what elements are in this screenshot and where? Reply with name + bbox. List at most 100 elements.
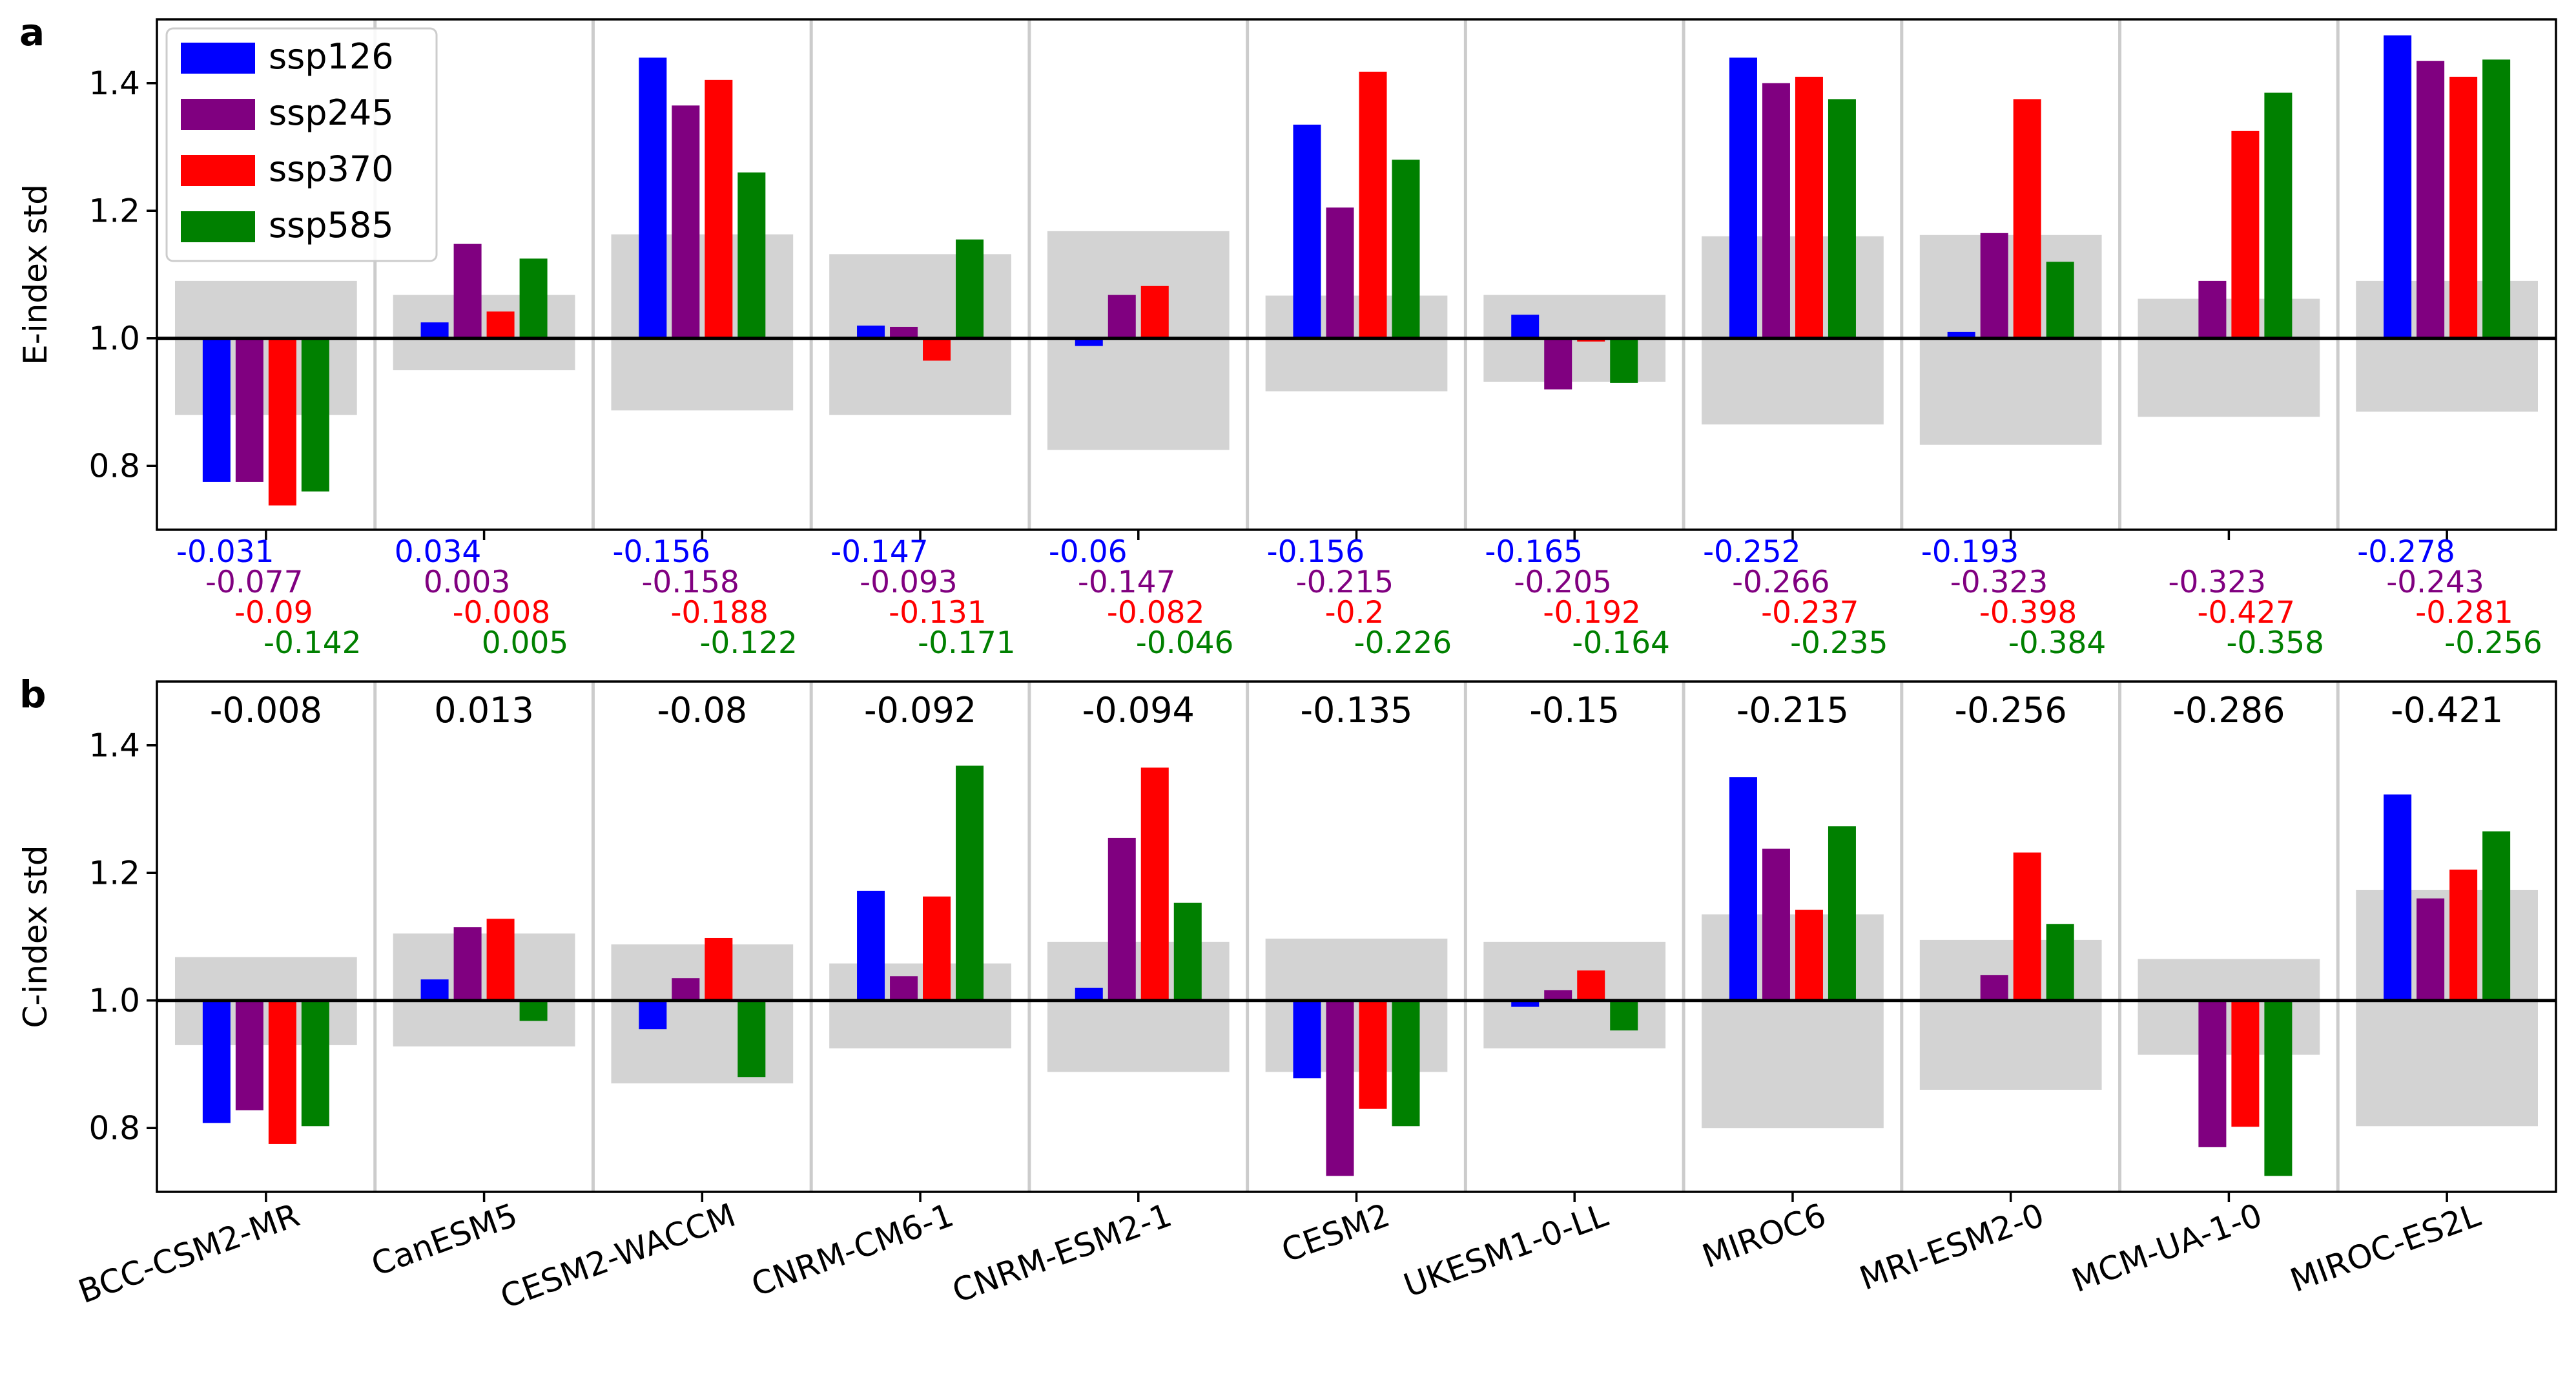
trend-label-ssp245: -0.205 bbox=[1514, 565, 1612, 600]
trend-label-ssp126: -0.193 bbox=[1921, 534, 2019, 570]
spread-band bbox=[1919, 939, 2102, 1090]
spread-band bbox=[1047, 231, 1230, 450]
trend-label-ssp370: -0.2 bbox=[1325, 595, 1385, 630]
trend-label-ssp245: -0.215 bbox=[1296, 565, 1394, 600]
trend-label-ssp245: 0.003 bbox=[424, 565, 511, 600]
y-tick-label: 0.8 bbox=[88, 447, 140, 484]
trend-label-ssp245: -0.093 bbox=[860, 565, 958, 600]
bar-ssp126 bbox=[1729, 57, 1757, 338]
spread-band bbox=[1483, 941, 1666, 1048]
bar-ssp245 bbox=[453, 244, 482, 338]
trend-label-ssp245: -0.243 bbox=[2386, 565, 2484, 600]
bar-ssp126 bbox=[1729, 777, 1757, 1001]
bar-ssp126 bbox=[1947, 331, 1975, 338]
trend-label-ssp370: -0.427 bbox=[2198, 595, 2296, 630]
bar-ssp245 bbox=[235, 1000, 263, 1110]
trend-label: -0.421 bbox=[2391, 690, 2503, 731]
y-tick-label: 1.2 bbox=[88, 854, 140, 891]
bar-ssp245 bbox=[1762, 848, 1790, 1001]
bar-ssp126 bbox=[857, 890, 885, 1001]
trend-label-ssp245: -0.323 bbox=[2169, 565, 2267, 600]
trend-label: -0.08 bbox=[657, 690, 747, 731]
trend-label-ssp126: -0.165 bbox=[1485, 534, 1583, 570]
bar-ssp126 bbox=[2384, 794, 2412, 1001]
spread-band bbox=[611, 234, 794, 411]
trend-label-ssp585: -0.142 bbox=[263, 625, 362, 661]
bar-ssp245 bbox=[672, 105, 700, 338]
trend-label-ssp245: -0.158 bbox=[641, 565, 739, 600]
bar-ssp370 bbox=[2231, 130, 2260, 338]
panel-letter: b bbox=[19, 672, 46, 716]
panels: 0.8 1.0 1.2 1.4 E-index std a 0.8 1.0 1.2 1.4 C-in… bbox=[17, 10, 2557, 1316]
trend-label-ssp585: -0.171 bbox=[918, 625, 1016, 661]
spread-band bbox=[1702, 914, 1884, 1129]
bar-ssp585 bbox=[2264, 1000, 2293, 1176]
bar-ssp585 bbox=[1173, 902, 1202, 1001]
legend-label-ssp126: ssp126 bbox=[269, 36, 394, 77]
bar-ssp245 bbox=[453, 927, 482, 1001]
spread-band bbox=[829, 963, 1011, 1048]
spread-band bbox=[1702, 236, 1884, 425]
trend-label-ssp126: -0.156 bbox=[612, 534, 710, 570]
trend-label: -0.135 bbox=[1300, 690, 1412, 731]
bar-ssp585 bbox=[1610, 1000, 1638, 1031]
trend-label-ssp370: -0.131 bbox=[889, 595, 987, 630]
bar-ssp126 bbox=[1075, 988, 1103, 1001]
bar-ssp370 bbox=[486, 311, 515, 338]
trend-label-ssp370: -0.237 bbox=[1761, 595, 1859, 630]
bar-ssp370 bbox=[1140, 286, 1169, 338]
bar-ssp370 bbox=[268, 1000, 296, 1144]
bar-ssp126 bbox=[1075, 338, 1103, 346]
bar-ssp370 bbox=[268, 338, 296, 506]
bar-ssp245 bbox=[1762, 83, 1790, 338]
bar-ssp245 bbox=[1108, 295, 1136, 338]
panel-b: 0.8 1.0 1.2 1.4 C-index std b bbox=[17, 672, 2557, 1202]
y-axis-label: C-index std bbox=[17, 845, 54, 1028]
bar-ssp245 bbox=[1326, 1000, 1354, 1176]
spread-band bbox=[1047, 941, 1230, 1072]
trend-label: -0.008 bbox=[210, 690, 322, 731]
trend-label-ssp126: -0.278 bbox=[2357, 534, 2455, 570]
spread-band bbox=[175, 280, 357, 415]
spread-band bbox=[1265, 938, 1448, 1072]
y-tick-label: 0.8 bbox=[88, 1109, 140, 1147]
legend-swatch-ssp370 bbox=[181, 155, 255, 186]
bar-ssp370 bbox=[1359, 71, 1387, 338]
spread-band bbox=[829, 254, 1011, 415]
bar-ssp585 bbox=[519, 258, 548, 338]
legend-swatch-ssp245 bbox=[181, 99, 255, 130]
trend-label: 0.013 bbox=[434, 690, 534, 731]
bar-ssp370 bbox=[2231, 1000, 2260, 1127]
trend-label-ssp585: -0.235 bbox=[1790, 625, 1888, 661]
y-axis-label: E-index std bbox=[17, 184, 54, 365]
bar-ssp245 bbox=[1544, 338, 1572, 390]
spread-band bbox=[393, 295, 575, 371]
bar-ssp585 bbox=[956, 239, 984, 338]
y-tick-label: 1.0 bbox=[88, 982, 140, 1019]
trend-label: -0.094 bbox=[1082, 690, 1195, 731]
bar-ssp126 bbox=[1511, 315, 1540, 338]
trend-label-ssp585: -0.046 bbox=[1136, 625, 1234, 661]
bar-ssp245 bbox=[672, 978, 700, 1001]
trend-label: -0.215 bbox=[1736, 690, 1849, 731]
bar-ssp585 bbox=[737, 172, 766, 338]
bar-ssp585 bbox=[2046, 262, 2074, 338]
bar-ssp126 bbox=[202, 338, 231, 482]
trend-label-ssp585: -0.256 bbox=[2444, 625, 2542, 661]
bar-ssp585 bbox=[1828, 99, 1856, 338]
trend-label-ssp245: -0.266 bbox=[1732, 565, 1830, 600]
trend-label-ssp126: -0.252 bbox=[1703, 534, 1801, 570]
trend-label-ssp126: -0.156 bbox=[1267, 534, 1365, 570]
bar-ssp585 bbox=[956, 765, 984, 1001]
bar-ssp126 bbox=[1511, 1000, 1540, 1007]
trend-label-ssp370: -0.188 bbox=[670, 595, 768, 630]
spread-band bbox=[393, 933, 575, 1047]
bar-ssp245 bbox=[1544, 990, 1572, 1001]
bar-ssp585 bbox=[737, 1000, 766, 1078]
trend-label: -0.15 bbox=[1529, 690, 1620, 731]
bar-ssp370 bbox=[1359, 1000, 1387, 1109]
bar-ssp245 bbox=[2416, 898, 2445, 1001]
spread-band bbox=[1265, 295, 1448, 391]
bar-ssp370 bbox=[2013, 852, 2041, 1001]
